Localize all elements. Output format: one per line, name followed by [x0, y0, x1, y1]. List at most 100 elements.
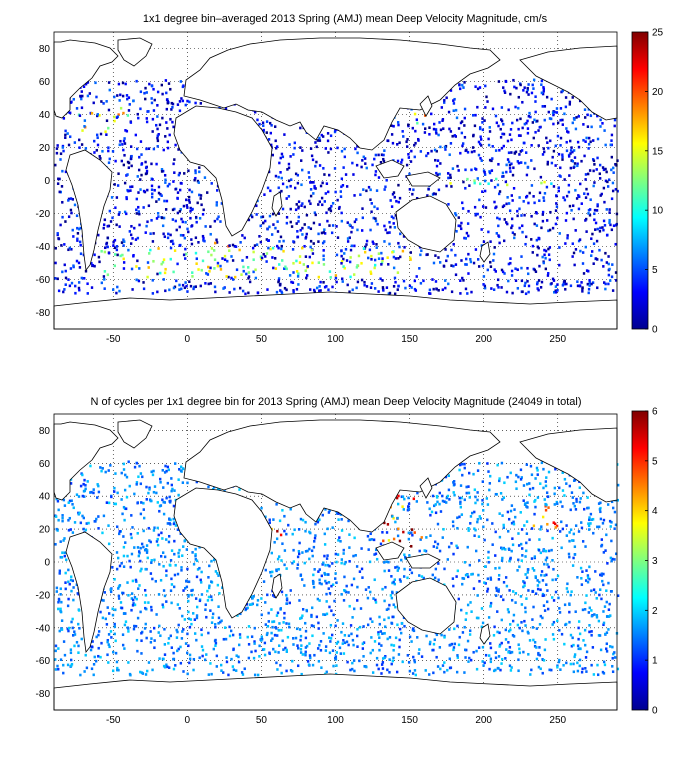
heatmap-cell	[508, 163, 512, 167]
heatmap-cell	[592, 262, 595, 265]
heatmap-cell	[476, 212, 479, 216]
heatmap-cell	[194, 251, 198, 255]
heatmap-cell	[522, 88, 525, 92]
heatmap-cell	[590, 633, 593, 637]
heatmap-cell	[122, 612, 126, 615]
heatmap-cell	[113, 502, 116, 506]
heatmap-cell	[436, 173, 439, 177]
heatmap-cell	[139, 610, 142, 614]
heatmap-cell	[502, 496, 506, 499]
heatmap-cell	[295, 222, 298, 225]
heatmap-cell	[443, 101, 446, 104]
heatmap-cell	[519, 117, 522, 121]
heatmap-cell	[113, 264, 117, 268]
heatmap-cell	[117, 82, 121, 86]
chart-title-velocity: 1x1 degree bin–averaged 2013 Spring (AMJ…	[143, 13, 548, 25]
heatmap-cell	[529, 673, 532, 676]
heatmap-cell	[330, 231, 334, 235]
heatmap-cell	[391, 141, 395, 145]
heatmap-cell	[256, 291, 260, 295]
heatmap-cell	[432, 287, 435, 291]
heatmap-cell	[505, 221, 508, 224]
heatmap-cell	[77, 644, 80, 648]
heatmap-cell	[558, 628, 561, 632]
heatmap-cell	[122, 139, 126, 143]
heatmap-cell	[451, 520, 455, 524]
heatmap-cell	[390, 133, 394, 136]
heatmap-cell	[67, 278, 70, 281]
heatmap-cell	[297, 206, 300, 210]
heatmap-cell	[133, 603, 137, 607]
heatmap-cell	[70, 247, 73, 251]
heatmap-cell	[572, 166, 575, 169]
heatmap-cell	[601, 579, 604, 583]
heatmap-cell	[80, 143, 84, 146]
heatmap-cell	[380, 251, 383, 255]
heatmap-cell	[495, 177, 498, 181]
heatmap-cell	[119, 139, 122, 143]
heatmap-cell	[256, 118, 259, 122]
heatmap-cell	[521, 224, 524, 228]
heatmap-cell	[146, 261, 150, 264]
heatmap-cell	[449, 142, 453, 145]
heatmap-cell	[281, 259, 284, 262]
heatmap-cell	[156, 115, 159, 118]
heatmap-cell	[181, 481, 185, 484]
heatmap-cell	[213, 219, 217, 223]
heatmap-cell	[170, 101, 174, 105]
heatmap-cell	[334, 624, 337, 628]
heatmap-cell	[325, 612, 329, 616]
heatmap-cell	[363, 157, 367, 160]
heatmap-cell	[581, 608, 585, 612]
heatmap-cell	[198, 656, 201, 660]
heatmap-cell	[126, 554, 129, 558]
heatmap-cell	[176, 211, 180, 215]
heatmap-cell	[340, 149, 344, 153]
heatmap-cell	[394, 520, 397, 524]
heatmap-cell	[469, 658, 473, 662]
heatmap-cell	[261, 215, 265, 219]
heatmap-cell	[62, 663, 65, 667]
heatmap-cell	[152, 109, 156, 112]
heatmap-cell	[448, 498, 451, 501]
heatmap-cell	[158, 624, 161, 628]
heatmap-cell	[520, 603, 524, 606]
heatmap-cell	[117, 172, 120, 176]
heatmap-cell	[187, 610, 190, 614]
heatmap-cell	[77, 495, 81, 498]
heatmap-cell	[84, 528, 88, 532]
heatmap-cell	[329, 134, 333, 138]
heatmap-cell	[309, 194, 313, 198]
heatmap-cell	[61, 270, 64, 274]
heatmap-cell	[64, 129, 67, 133]
heatmap-cell	[511, 199, 514, 202]
heatmap-cell	[512, 520, 515, 524]
heatmap-cell	[587, 524, 591, 528]
heatmap-cell	[162, 564, 165, 568]
heatmap-cell	[334, 274, 338, 277]
heatmap-cell	[422, 279, 425, 283]
heatmap-cell	[274, 226, 277, 230]
heatmap-cell	[152, 469, 155, 473]
heatmap-cell	[276, 611, 280, 615]
heatmap-cell	[93, 151, 96, 154]
heatmap-cell	[557, 189, 560, 193]
heatmap-cell	[482, 525, 485, 529]
heatmap-cell	[300, 159, 303, 162]
heatmap-cell	[66, 627, 69, 631]
heatmap-cell	[103, 287, 106, 290]
heatmap-cell	[494, 206, 497, 210]
heatmap-cell	[476, 105, 479, 109]
heatmap-cell	[113, 632, 116, 636]
heatmap-cell	[70, 100, 73, 104]
heatmap-cell	[78, 240, 82, 244]
heatmap-cell	[275, 614, 279, 617]
heatmap-cell	[177, 173, 181, 177]
heatmap-cell	[441, 536, 444, 539]
heatmap-cell	[172, 504, 176, 508]
heatmap-cell	[161, 216, 164, 220]
heatmap-cell	[135, 79, 138, 83]
heatmap-cell	[130, 552, 134, 556]
heatmap-cell	[109, 220, 113, 223]
heatmap-cell	[84, 82, 88, 86]
